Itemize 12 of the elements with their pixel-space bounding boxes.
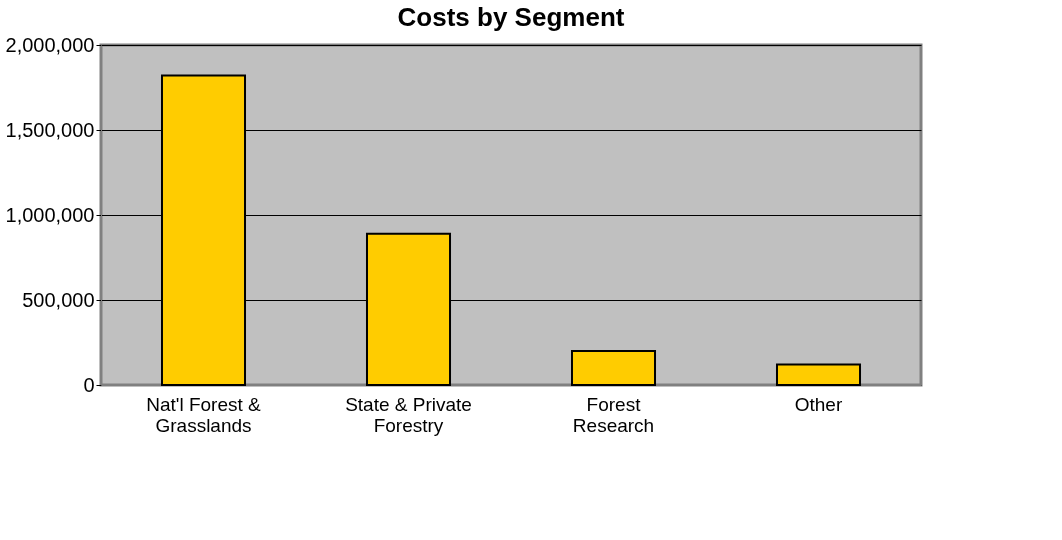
bar	[570, 350, 657, 386]
y-tick-label: 500,000	[22, 288, 95, 311]
x-tick-label: Nat'l Forest & Grasslands	[146, 393, 262, 436]
y-tick-label: 2,000,000	[5, 33, 95, 56]
y-tick-label: 1,500,000	[5, 118, 95, 141]
chart-title: Costs by Segment	[397, 2, 625, 32]
x-tick-label: Other	[794, 393, 843, 415]
bar	[775, 363, 862, 386]
y-tick-label: 1,000,000	[5, 203, 95, 226]
x-tick-label: Forest Research	[572, 393, 655, 436]
y-tick-label: 0	[83, 373, 95, 396]
x-tick-label: State & Private Forestry	[345, 393, 472, 436]
